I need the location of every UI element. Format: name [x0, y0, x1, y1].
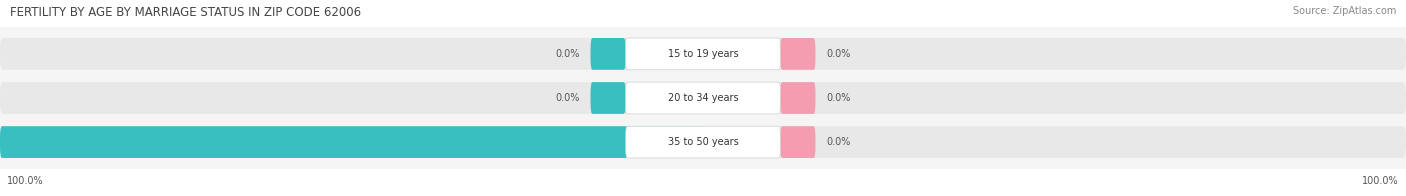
- Text: 100.0%: 100.0%: [7, 176, 44, 186]
- Text: 20 to 34 years: 20 to 34 years: [668, 93, 738, 103]
- Text: 0.0%: 0.0%: [827, 49, 851, 59]
- Text: 0.0%: 0.0%: [827, 137, 851, 147]
- Text: 0.0%: 0.0%: [827, 93, 851, 103]
- FancyBboxPatch shape: [0, 126, 1406, 158]
- FancyBboxPatch shape: [591, 82, 626, 114]
- FancyBboxPatch shape: [780, 38, 815, 70]
- FancyBboxPatch shape: [780, 82, 815, 114]
- Text: Source: ZipAtlas.com: Source: ZipAtlas.com: [1292, 6, 1396, 16]
- FancyBboxPatch shape: [591, 38, 626, 70]
- FancyBboxPatch shape: [626, 82, 780, 114]
- FancyBboxPatch shape: [626, 38, 780, 70]
- FancyBboxPatch shape: [780, 126, 815, 158]
- Text: 15 to 19 years: 15 to 19 years: [668, 49, 738, 59]
- Text: 0.0%: 0.0%: [555, 93, 581, 103]
- FancyBboxPatch shape: [0, 126, 703, 158]
- Text: FERTILITY BY AGE BY MARRIAGE STATUS IN ZIP CODE 62006: FERTILITY BY AGE BY MARRIAGE STATUS IN Z…: [10, 6, 361, 19]
- FancyBboxPatch shape: [626, 126, 780, 158]
- Text: 100.0%: 100.0%: [1362, 176, 1399, 186]
- FancyBboxPatch shape: [0, 38, 1406, 70]
- Text: 0.0%: 0.0%: [555, 49, 581, 59]
- Text: 35 to 50 years: 35 to 50 years: [668, 137, 738, 147]
- FancyBboxPatch shape: [0, 82, 1406, 114]
